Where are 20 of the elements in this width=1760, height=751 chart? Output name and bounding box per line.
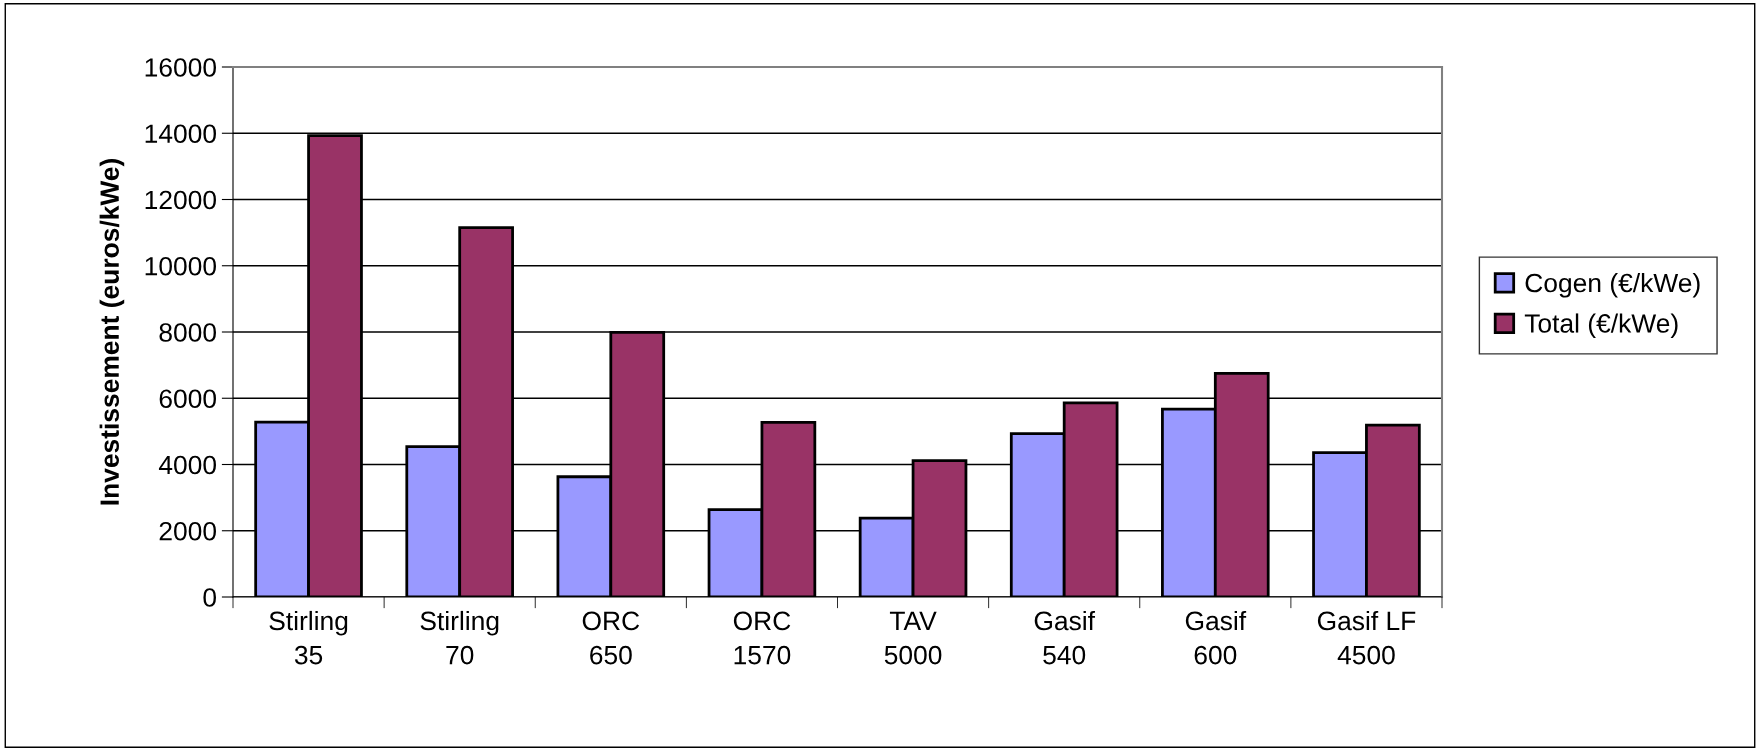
- x-tick-label: Gasif LF 4500: [1317, 610, 1416, 665]
- x-tick-label: Stirling 70: [420, 610, 499, 665]
- y-tick-label: 0: [203, 588, 216, 607]
- y-tick-label: 10000: [145, 256, 216, 276]
- x-tick-label: ORC 1570: [733, 611, 791, 665]
- x-tick-label: Gasif 600: [1185, 610, 1247, 665]
- y-tick-label: 4000: [158, 455, 216, 475]
- y-tick-label: 14000: [145, 124, 216, 144]
- y-tick-label: 2000: [159, 521, 216, 541]
- y-axis-title: Investissement (euros/kWe): [99, 159, 125, 505]
- y-tick-label: 12000: [145, 190, 216, 210]
- legend-label: Total (€/kWe): [1524, 313, 1678, 338]
- x-tick-label: ORC 650: [582, 611, 640, 665]
- y-tick-label: 16000: [145, 58, 216, 77]
- x-tick-label: Stirling 35: [269, 610, 348, 665]
- legend-label: Cogen (€/kWe): [1525, 272, 1700, 298]
- x-tick-label: Gasif 540: [1034, 610, 1096, 665]
- x-tick-label: TAV 5000: [884, 611, 942, 665]
- y-tick-label: 6000: [159, 389, 216, 409]
- y-tick-label: 8000: [159, 323, 216, 342]
